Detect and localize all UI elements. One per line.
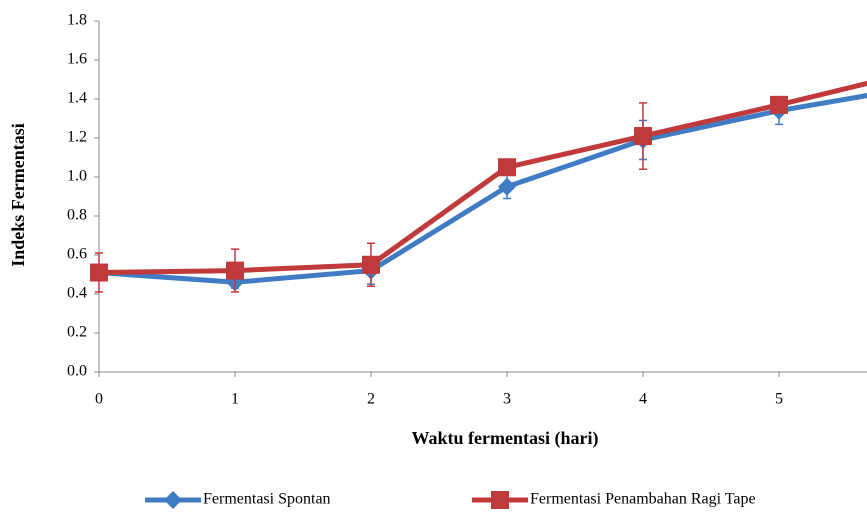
x-axis-title: Waktu fermentasi (hari) — [412, 428, 599, 449]
legend-label: Fermentasi Penambahan Ragi Tape — [530, 491, 756, 508]
y-tick-label: 1.0 — [67, 168, 87, 185]
data-point — [498, 177, 516, 196]
data-point — [634, 127, 652, 146]
x-tick-label: 3 — [503, 391, 511, 408]
y-tick-label: 0.0 — [67, 363, 87, 380]
data-point — [770, 95, 788, 114]
data-point — [90, 263, 108, 282]
data-point — [226, 261, 244, 280]
y-tick-label: 1.8 — [67, 12, 87, 29]
y-axis-title: Indeks Fermentasi — [8, 123, 28, 267]
x-tick-label: 5 — [775, 391, 783, 408]
x-tick-label: 0 — [95, 391, 103, 408]
y-tick-label: 0.8 — [67, 207, 87, 224]
x-tick-label: 1 — [231, 391, 239, 408]
data-point — [362, 255, 380, 274]
legend-marker — [164, 491, 182, 509]
legend-label: Fermentasi Spontan — [203, 491, 331, 508]
y-tick-label: 0.2 — [67, 324, 87, 341]
x-tick-label: 2 — [367, 391, 375, 408]
y-tick-label: 0.6 — [67, 246, 87, 263]
series-line — [98, 80, 867, 276]
y-tick-label: 1.6 — [67, 51, 87, 68]
legend-marker — [491, 491, 509, 509]
data-point — [498, 158, 516, 177]
y-tick-label: 1.4 — [67, 90, 87, 107]
x-tick-label: 4 — [639, 391, 647, 408]
y-tick-label: 0.4 — [67, 285, 87, 302]
y-tick-label: 1.2 — [67, 129, 87, 146]
